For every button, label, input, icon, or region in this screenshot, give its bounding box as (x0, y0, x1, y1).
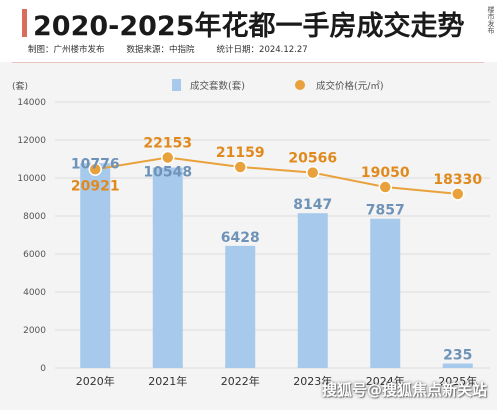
price-point (88, 162, 102, 177)
bar-layer (80, 163, 473, 368)
chart-area: (套) 0 2000 4000 6000 8000 10000 12000 14000 2020年… (0, 64, 497, 406)
price-value-label: 19050 (361, 165, 410, 181)
legend-line-swatch (295, 80, 305, 90)
legend-bar-swatch (172, 79, 181, 91)
bar (370, 218, 401, 368)
price-point (233, 160, 247, 174)
chart-svg: (套) 0 2000 4000 6000 8000 10000 12000 14000 2020年… (12, 79, 490, 388)
y-tick-label: 4000 (23, 288, 46, 298)
price-point (161, 150, 175, 165)
x-tick-label: 2020年 (76, 374, 115, 388)
title-row: 2020-2025年花都一手房成交走势 (22, 4, 465, 42)
price-value-label: 20566 (288, 151, 337, 167)
watermark: 搜狐号@搜狐焦点新关站 (321, 381, 487, 399)
date-text: 统计日期：2024.12.27 (216, 45, 308, 55)
y-tick-label: 6000 (23, 250, 46, 260)
legend-line-label: 成交价格(元/㎡) (316, 80, 384, 92)
price-point (451, 187, 465, 201)
y-tick-label: 14000 (17, 98, 46, 108)
bar-value-label: 6428 (221, 230, 260, 246)
y-tick-label: 2000 (23, 326, 46, 336)
price-value-label: 20921 (71, 178, 120, 194)
side-mark: 楼市发布 (487, 6, 495, 34)
x-tick-label: 2021年 (148, 374, 187, 388)
y-tick-label: 0 (40, 364, 46, 374)
y-axis-label: (套) (12, 80, 28, 92)
x-tick-label: 2022年 (221, 374, 260, 388)
label-layer: 10776 10548 6428 8147 7857 235 20921 22153 21159… (71, 136, 482, 364)
bar-value-label: 10548 (143, 165, 192, 181)
bar (80, 163, 111, 368)
bar-value-label: 8147 (293, 197, 332, 213)
y-tick-label: 10000 (17, 174, 46, 184)
header-divider (12, 62, 484, 63)
bar-value-label: 7857 (366, 203, 405, 219)
grid-layer: (套) 0 2000 4000 6000 8000 10000 12000 14000 2020年… (12, 80, 490, 388)
x-tick-label: 2023年 (293, 374, 332, 388)
meta-row: 制图：广州楼市发布 数据来源：中指院 统计日期：2024.12.27 (28, 43, 308, 55)
bar-value-label: 10776 (71, 156, 120, 172)
price-value-label: 18330 (433, 172, 482, 188)
title-accent-bar (22, 9, 27, 37)
x-tick-label: 2025年 (438, 374, 477, 388)
source-text: 数据来源：中指院 (126, 45, 195, 55)
price-value-label: 21159 (216, 145, 265, 161)
maker-text: 制图：广州楼市发布 (28, 45, 105, 55)
price-point (378, 180, 392, 194)
bar (152, 167, 183, 368)
line-layer (88, 150, 465, 201)
legend: 成交套数(套) 成交价格(元/㎡) (172, 79, 384, 92)
chart-header: 2020-2025年花都一手房成交走势 制图：广州楼市发布 数据来源：中指院 统… (0, 0, 497, 62)
chart-title: 2020-2025年花都一手房成交走势 (33, 10, 465, 42)
x-tick-label: 2024年 (366, 374, 405, 388)
legend-bar-label: 成交套数(套) (190, 80, 245, 92)
y-tick-label: 12000 (17, 136, 46, 146)
bar (225, 245, 256, 368)
price-value-label: 22153 (143, 136, 192, 152)
y-tick-label: 8000 (23, 212, 46, 222)
bar (442, 363, 473, 368)
price-point (306, 165, 320, 180)
bar-value-label: 235 (443, 348, 472, 364)
price-line (95, 156, 458, 195)
bar (297, 213, 328, 368)
